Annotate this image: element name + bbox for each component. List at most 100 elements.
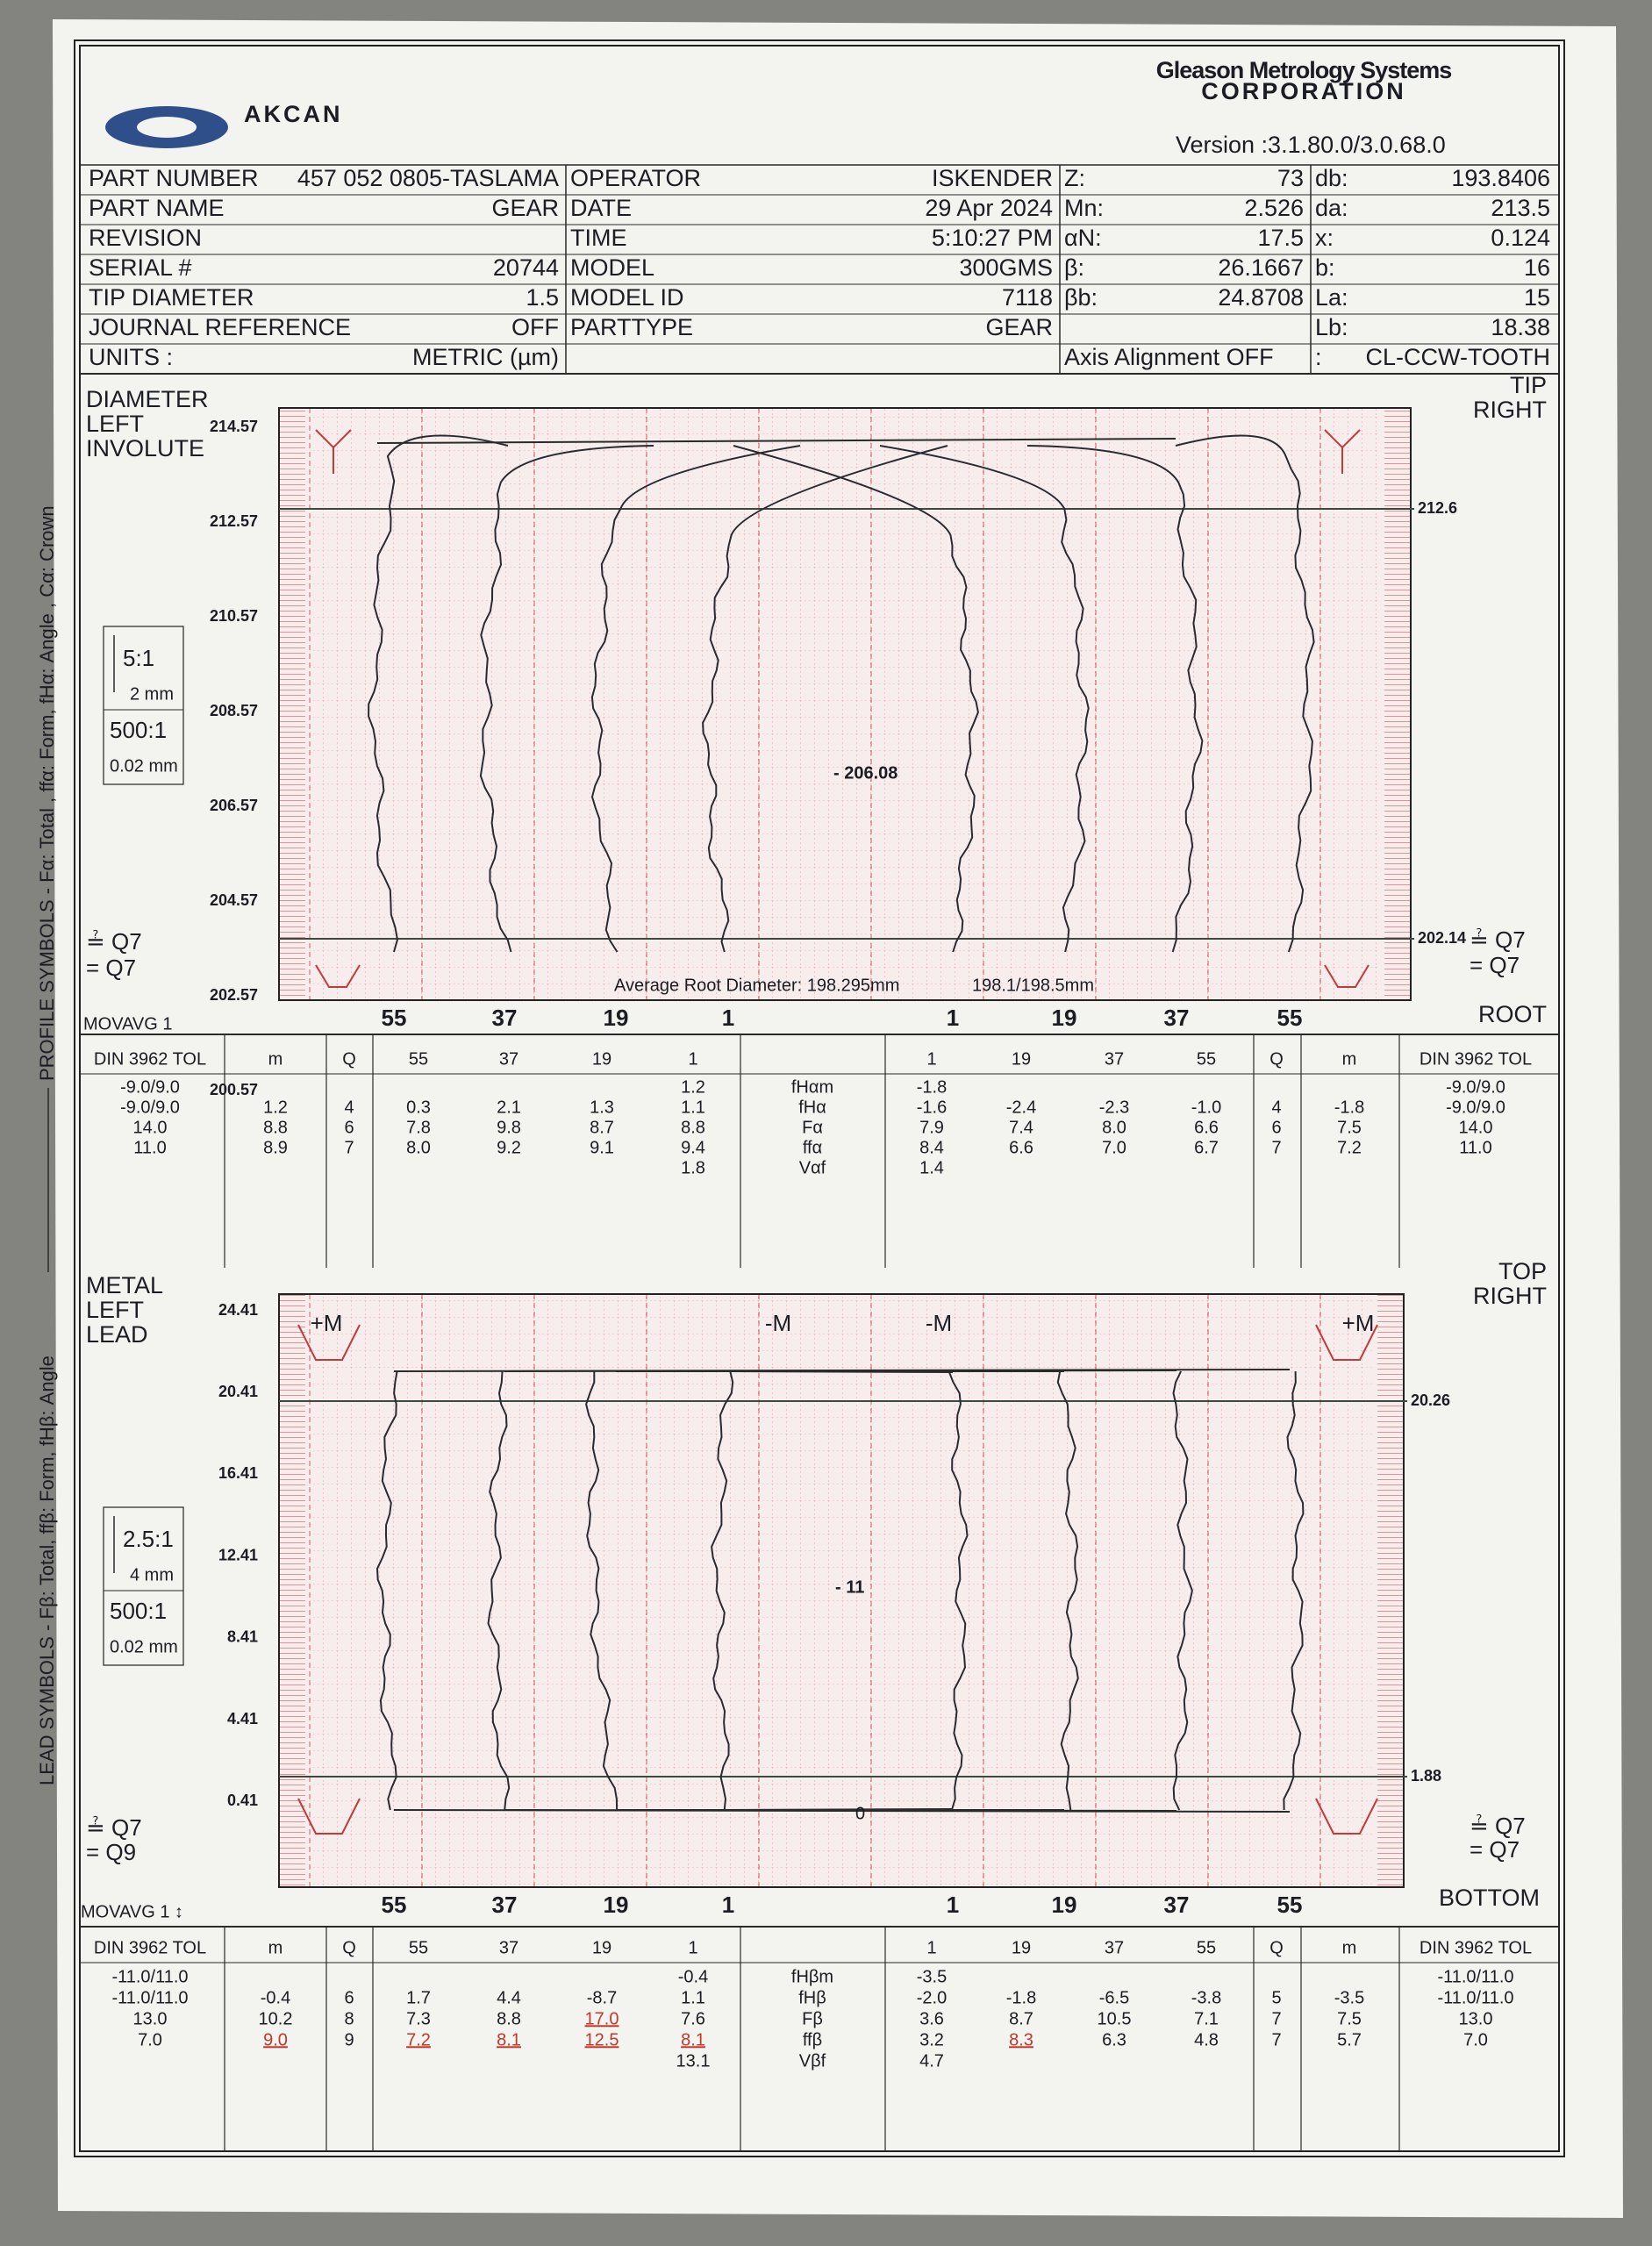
chart-grid: [310, 1294, 1373, 1887]
tooth-label: 55: [1277, 1005, 1303, 1031]
trace: [727, 1808, 954, 1811]
section-label: BOTTOM: [1439, 1885, 1540, 1911]
info-label: TIP DIAMETER: [89, 284, 254, 311]
y-tick-label: 12.41: [218, 1546, 258, 1563]
column-header: 1: [926, 1049, 936, 1069]
info-value: 5:10:27 PM: [932, 225, 1053, 251]
info-label: SERIAL #: [89, 254, 192, 281]
info-value: 193.8406: [1451, 165, 1550, 191]
info-label: UNITS :: [89, 344, 173, 370]
table-cell: 8.1: [681, 2030, 705, 2049]
symbol: [1324, 429, 1361, 474]
info-label: MODEL: [570, 254, 654, 281]
tooth-label: 19: [604, 1005, 629, 1031]
scale-box: [103, 1506, 184, 1666]
column-header: 55: [1197, 1938, 1216, 1957]
table-cell: 7.4: [1009, 1118, 1033, 1137]
table-cell: 7.5: [1337, 2009, 1362, 2028]
table-cell: Fα: [802, 1118, 823, 1137]
info-label: Lb:: [1315, 314, 1348, 340]
column-header: DIN 3962 TOL: [1420, 1049, 1532, 1069]
table-cell: 10.2: [259, 2009, 293, 2028]
table-cell: 6: [344, 1988, 354, 2007]
table-cell: 8.7: [1009, 2009, 1033, 2028]
table-cell: 11.0: [1459, 1138, 1491, 1157]
tooth-label: 19: [1052, 1005, 1077, 1031]
tooth-label: 37: [1164, 1005, 1190, 1031]
info-label: Z:: [1064, 165, 1085, 191]
y-tick-label: 24.41: [218, 1301, 258, 1319]
info-value: 213.5: [1491, 195, 1550, 221]
info-label: PARTTYPE: [570, 314, 693, 340]
marker: -M: [926, 1310, 952, 1336]
table-cell: 6.3: [1102, 2030, 1126, 2049]
info-label: OPERATOR: [570, 165, 701, 191]
table-cell: 6: [344, 1118, 354, 1137]
info-value: 7118: [1002, 284, 1053, 311]
info-value: 1.5: [526, 284, 559, 311]
table-cell: 9.1: [590, 1138, 614, 1157]
y-tick-label: 20.41: [218, 1383, 258, 1400]
column-header: 37: [499, 1049, 518, 1069]
chart-grid: [310, 408, 1380, 1000]
tooth-label: 19: [1052, 1892, 1077, 1918]
table-cell: 7.8: [406, 1118, 431, 1137]
table-cell: fHβm: [791, 1967, 833, 1986]
y-tick-label: 200.57: [210, 1081, 258, 1098]
table-cell: 4: [1271, 1098, 1281, 1117]
table-cell: Fβ: [802, 2009, 823, 2028]
table-cell: 9.8: [497, 1118, 521, 1137]
info-value: 300GMS: [959, 254, 1053, 281]
scale-text: 500:1: [110, 717, 167, 743]
table-cell: 1.1: [681, 1098, 705, 1117]
table-cell: -2.3: [1099, 1098, 1129, 1117]
table-cell: 4.4: [497, 1988, 521, 2007]
table-cell: -2.4: [1006, 1098, 1036, 1117]
tooth-label: 1: [722, 1005, 734, 1031]
table-cell: 17.0: [585, 2009, 619, 2028]
info-label: La:: [1315, 284, 1348, 311]
column-header: 37: [1105, 1049, 1124, 1069]
column-header: 19: [1012, 1049, 1031, 1069]
trace: [1172, 1370, 1193, 1811]
table-cell: 1.3: [590, 1098, 614, 1117]
info-value: ISKENDER: [932, 165, 1053, 191]
table-cell: -11.0/11.0: [111, 1967, 188, 1986]
quality: ≟ Q7: [86, 1814, 142, 1841]
scale-text: 0.02 mm: [110, 1637, 178, 1656]
symbol: [297, 1798, 361, 1835]
trace: [585, 1371, 619, 1811]
column-header: 55: [1197, 1049, 1216, 1069]
info-value: 16: [1524, 254, 1550, 281]
table-cell: 9.0: [263, 2030, 288, 2049]
table-cell: 3.2: [919, 2030, 944, 2049]
symbol: [1315, 1324, 1378, 1361]
outer-frame: [74, 39, 1565, 2157]
table-cell: 7: [1271, 2030, 1281, 2049]
info-label: DATE: [570, 195, 632, 221]
table-cell: 7.0: [1463, 2030, 1488, 2049]
column-header: Q: [342, 1049, 356, 1069]
trace: [375, 1370, 398, 1811]
zero-label: 0: [855, 1804, 865, 1823]
info-value: 17.5: [1257, 225, 1304, 251]
table-cell: 8.3: [1009, 2030, 1033, 2049]
center-label: - 206.08: [833, 763, 898, 783]
tooth-label: 37: [1164, 1892, 1190, 1918]
table-cell: 7.2: [1337, 1138, 1362, 1157]
trace: [711, 1370, 734, 1811]
info-label: β:: [1064, 254, 1084, 281]
table-cell: 7.1: [1194, 2009, 1219, 2028]
trace: [727, 1370, 954, 1373]
info-label: βb:: [1064, 284, 1098, 311]
table-cell: 7: [1271, 2009, 1281, 2028]
symbol: [297, 1324, 361, 1361]
tooth-label: 19: [604, 1892, 629, 1918]
table-cell: 8.8: [263, 1118, 288, 1137]
column-header: 1: [926, 1938, 936, 1957]
info-label: x:: [1315, 225, 1334, 251]
table-cell: 7.0: [1102, 1138, 1126, 1157]
table-cell: -3.8: [1191, 1988, 1221, 2007]
info-value: 29 Apr 2024: [925, 195, 1053, 221]
y-tick-label: 8.41: [227, 1628, 258, 1646]
